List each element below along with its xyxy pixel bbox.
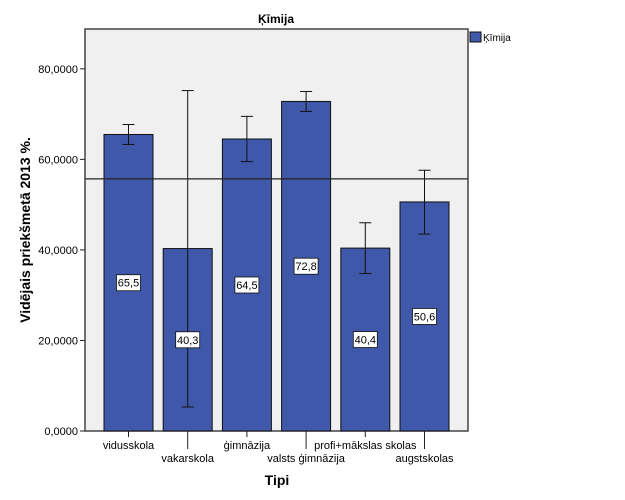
x-tick-label: augstskolas [395,453,454,465]
y-tick-label: 80,0000 [38,64,78,76]
x-tick-label: ģimnāzija [224,439,271,452]
x-tick-label: vakarskola [161,453,214,465]
value-label-box [352,331,378,348]
value-label: 65,5 [118,278,139,290]
value-label: 72,8 [295,261,316,273]
x-tick-label: valsts ģimnāzija [267,452,346,465]
y-axis-label: Vidējais priekšmetā 2013 %. [17,137,33,323]
value-label: 64,5 [236,280,257,292]
legend-swatch [469,31,482,43]
value-label: 50,6 [414,311,435,323]
y-tick-label: 20,0000 [38,335,78,347]
x-axis-label: Tipi [265,472,290,488]
y-tick-label: 0,0000 [44,426,78,438]
chart-title: Ķīmija [258,12,294,26]
value-label-box [175,331,201,349]
value-label: 40,4 [355,335,376,347]
value-label-box [234,276,260,294]
y-tick-label: 40,0000 [38,245,78,257]
x-tick-label: vidusskola [103,440,155,452]
value-label-box [116,274,141,292]
y-tick-label: 60,0000 [38,154,78,166]
value-label: 40,3 [177,335,198,347]
value-label-box [412,308,437,325]
value-label-box [293,257,319,275]
x-tick-label: profi+mākslas skolas [314,440,417,452]
legend-label: Ķīmija [483,33,511,44]
